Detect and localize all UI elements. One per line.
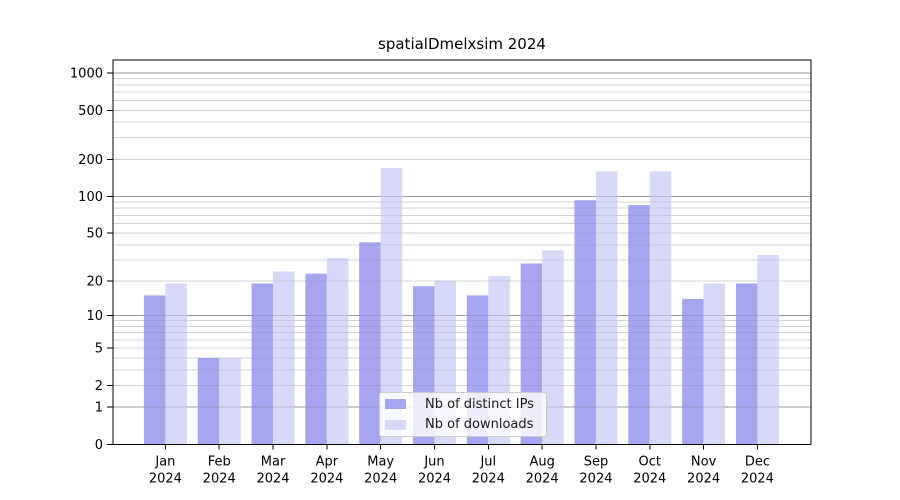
- bar-jan-downloads: [165, 283, 187, 445]
- x-axis-tick-label-year-aug: 2024: [526, 472, 559, 487]
- x-axis-tick-label-month-mar: Mar: [261, 455, 286, 470]
- bar-may-distinct-ips: [359, 242, 381, 445]
- bar-dec-downloads: [757, 254, 779, 445]
- x-axis: [164, 444, 758, 450]
- gridlines-under: [113, 72, 811, 408]
- bars: [143, 168, 779, 445]
- legend-label-downloads: Nb of downloads: [425, 417, 534, 433]
- bar-oct-downloads: [649, 171, 672, 445]
- legend: Nb of distinct IPs Nb of downloads: [379, 392, 547, 437]
- plot-border: [112, 59, 812, 445]
- x-axis-tick-label-month-jan: Jan: [154, 455, 175, 470]
- x-axis-tick-label-year-oct: 2024: [633, 472, 666, 487]
- x-axis-tick-label-month-may: May: [367, 455, 394, 470]
- x-axis-tick-label-year-nov: 2024: [687, 472, 720, 487]
- y-axis-tick-label-20: 20: [86, 274, 103, 289]
- x-axis-tick-label-month-apr: Apr: [316, 455, 339, 470]
- bar-sep-distinct-ips: [574, 200, 596, 445]
- bar-apr-downloads: [326, 258, 349, 445]
- x-axis-tick-label-year-apr: 2024: [310, 472, 343, 487]
- bar-nov-downloads: [703, 283, 726, 445]
- x-axis-tick-label-month-aug: Aug: [529, 455, 554, 470]
- x-axis-tick-label-year-jan: 2024: [149, 472, 182, 487]
- bar-nov-distinct-ips: [682, 298, 704, 445]
- y-axis-tick-label-10: 10: [86, 309, 103, 324]
- y-axis-tick-label-200: 200: [78, 153, 103, 168]
- x-axis-tick-label-year-jul: 2024: [472, 472, 505, 487]
- y-axis-tick-label-5: 5: [95, 342, 103, 357]
- y-axis-tick-label-100: 100: [78, 190, 103, 205]
- x-axis-tick-label-year-sep: 2024: [579, 472, 612, 487]
- x-axis-tick-label-year-dec: 2024: [741, 472, 774, 487]
- x-axis-tick-label-month-jun: Jun: [423, 455, 444, 470]
- y-axis-tick-label-0: 0: [95, 438, 103, 453]
- chart-title: spatialDmelxsim 2024: [378, 35, 546, 53]
- x-axis-tick-label-month-sep: Sep: [584, 455, 609, 470]
- bar-mar-downloads: [273, 271, 295, 445]
- y-axis-tick-label-1: 1: [95, 401, 103, 416]
- y-axis-tick-label-2: 2: [95, 379, 103, 394]
- bar-may-downloads: [380, 168, 403, 445]
- x-axis-tick-label-month-nov: Nov: [691, 455, 717, 470]
- bar-sep-downloads: [595, 171, 618, 445]
- bar-feb-distinct-ips: [197, 357, 220, 445]
- y-axis: [107, 72, 113, 445]
- bar-feb-downloads: [219, 357, 241, 445]
- x-axis-tick-label-month-jul: Jul: [479, 455, 496, 470]
- bar-jan-distinct-ips: [143, 295, 166, 445]
- legend-entry-distinct-ips: Nb of distinct IPs: [385, 395, 541, 414]
- x-axis-tick-label-year-may: 2024: [364, 472, 397, 487]
- x-axis-tick-label-year-mar: 2024: [256, 472, 289, 487]
- legend-label-distinct-ips: Nb of distinct IPs: [425, 396, 534, 412]
- legend-swatch-downloads: [385, 419, 406, 430]
- bar-oct-distinct-ips: [628, 205, 650, 445]
- y-axis-tick-label-50: 50: [86, 227, 103, 242]
- bar-apr-distinct-ips: [305, 273, 327, 445]
- bar-mar-distinct-ips: [251, 283, 274, 445]
- x-axis-tick-label-year-feb: 2024: [203, 472, 236, 487]
- x-axis-tick-label-month-feb: Feb: [208, 455, 231, 470]
- legend-swatch-distinct-ips: [385, 399, 406, 410]
- bar-aug-downloads: [542, 250, 564, 445]
- y-axis-tick-label-1000: 1000: [70, 67, 103, 82]
- x-axis-tick-label-month-dec: Dec: [745, 455, 770, 470]
- x-axis-tick-label-year-jun: 2024: [418, 472, 451, 487]
- x-axis-tick-label-month-oct: Oct: [639, 455, 661, 470]
- bar-dec-distinct-ips: [735, 283, 758, 445]
- legend-entry-downloads: Nb of downloads: [385, 416, 541, 435]
- y-axis-tick-label-500: 500: [78, 104, 103, 119]
